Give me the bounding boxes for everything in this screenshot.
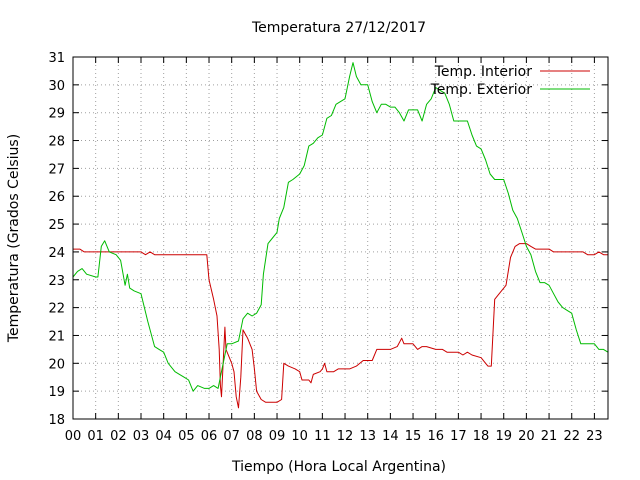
legend: Temp. Interior Temp. Exterior [430,64,590,98]
x-tick-label: 18 [473,429,490,444]
x-tick-label: 01 [87,429,104,444]
y-tick-label: 26 [48,190,65,205]
y-tick-label: 24 [48,246,65,261]
x-axis-label: Tiempo (Hora Local Argentina) [231,459,446,475]
x-tick-label: 22 [563,429,580,444]
x-tick-label: 05 [178,429,195,444]
y-axis-label: Temperatura (Grados Celsius) [6,134,22,343]
x-tick-label: 15 [405,429,422,444]
y-tick-label: 18 [48,413,65,428]
y-tick-label: 23 [48,274,65,289]
x-tick-label: 03 [133,429,150,444]
x-tick-label: 12 [337,429,354,444]
y-tick-label: 31 [48,51,65,66]
chart-title: Temperatura 27/12/2017 [251,20,426,36]
x-tick-label: 16 [427,429,444,444]
y-tick-label: 20 [48,357,65,372]
legend-label-exterior: Temp. Exterior [430,82,533,98]
y-tick-label: 22 [48,302,65,317]
axis-ticks: 18 19 20 21 22 23 24 25 26 27 28 29 30 31 00 01 02 03 04 05… [48,51,608,444]
series-line-0 [73,243,608,409]
x-tick-label: 11 [314,429,331,444]
x-tick-label: 19 [495,429,512,444]
grid [73,57,608,419]
y-tick-label: 28 [48,135,65,150]
x-tick-label: 17 [450,429,467,444]
x-tick-label: 13 [359,429,376,444]
x-tick-label: 04 [155,429,172,444]
x-tick-label: 02 [110,429,127,444]
y-tick-label: 25 [48,218,65,233]
x-tick-label: 14 [382,429,399,444]
x-tick-label: 07 [223,429,240,444]
plot-frame [72,56,609,420]
x-tick-label: 00 [65,429,82,444]
x-tick-label: 09 [269,429,286,444]
x-tick-label: 21 [541,429,558,444]
y-tick-label: 21 [48,329,65,344]
x-tick-label: 23 [586,429,603,444]
x-tick-label: 20 [518,429,535,444]
y-tick-label: 29 [48,107,65,122]
x-tick-label: 10 [291,429,308,444]
y-tick-label: 27 [48,162,65,177]
series-line-1 [72,62,609,392]
series-lines [72,62,609,409]
x-tick-label: 08 [246,429,263,444]
y-tick-label: 30 [48,79,65,94]
y-tick-label: 19 [48,385,65,400]
legend-label-interior: Temp. Interior [434,64,533,80]
x-tick-label: 06 [201,429,218,444]
